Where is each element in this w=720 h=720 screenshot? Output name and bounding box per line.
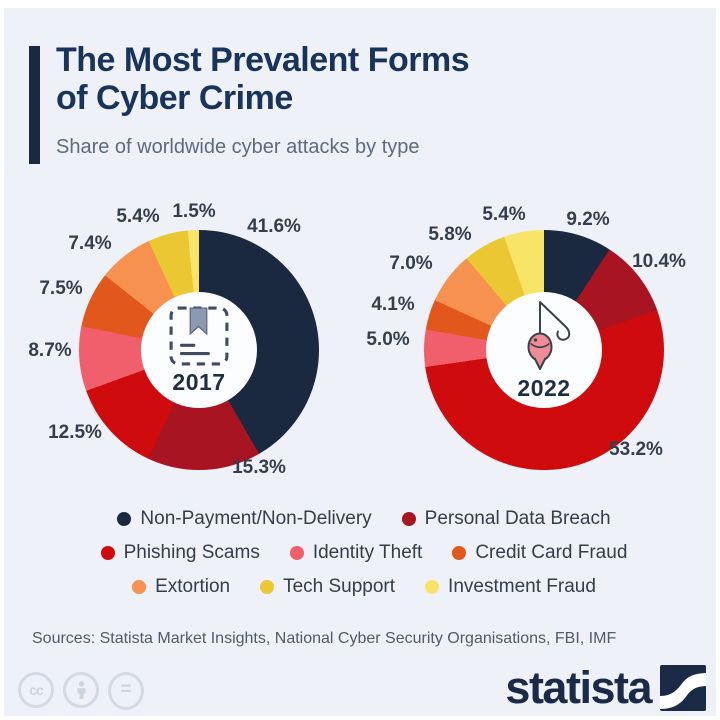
legend-item-label: Credit Card Fraud	[475, 542, 628, 563]
donut-segment-label: 41.6%	[247, 216, 301, 237]
legend-item-tech-support: Tech Support	[260, 576, 395, 598]
legend-item-credit-card-fraud: Credit Card Fraud	[452, 542, 627, 564]
legend-item-label: Personal Data Breach	[424, 508, 611, 529]
legend-color-dot	[401, 512, 416, 526]
donut-segment-label: 10.4%	[632, 251, 686, 272]
legend-item-identity-theft: Identity Theft	[289, 542, 423, 564]
chart-year-label: 2017	[172, 368, 226, 395]
charts-area: 2017 41.6% 15.3% 12.5% 8.7% 7.5% 7.4% 5.…	[4, 193, 716, 503]
statista-logo[interactable]: statista	[505, 665, 706, 711]
title-accent-bar	[29, 46, 40, 164]
legend-color-dot	[425, 580, 440, 594]
no-derivatives-icon[interactable]: =	[108, 672, 144, 710]
legend-item-label: Non-Payment/Non-Delivery	[140, 508, 372, 529]
legend-item-phishing-scams: Phishing Scams	[100, 542, 260, 564]
sources-line: Sources: Statista Market Insights, Natio…	[32, 630, 617, 647]
donut-segment-label: 4.1%	[371, 294, 415, 315]
legend-color-dot	[452, 546, 467, 560]
donut-segment-label: 1.5%	[172, 201, 216, 222]
legend-row-1: Non-Payment/Non-Delivery Personal Data B…	[4, 502, 716, 536]
legend-color-dot	[100, 546, 115, 560]
certificate-document-icon	[169, 306, 229, 365]
donut-segment-label: 5.0%	[366, 329, 410, 350]
legend-item-personal-data-breach: Personal Data Breach	[401, 508, 611, 530]
legend-item-label: Extortion	[155, 576, 231, 597]
attribution-person-icon[interactable]	[63, 672, 99, 708]
donut-segment-label: 5.4%	[116, 206, 160, 227]
phishing-fish-hook-icon	[527, 300, 571, 370]
donut-hole-2017: 2017	[141, 292, 257, 408]
legend-color-dot	[117, 512, 132, 526]
legend-color-dot	[289, 546, 304, 560]
donut-segment-label: 7.5%	[39, 278, 83, 299]
title-line-2: of Cyber Crime	[56, 79, 293, 117]
donut-segment-label: 5.8%	[428, 224, 472, 245]
page-title: The Most Prevalent Forms of Cyber Crime	[56, 41, 470, 117]
legend-item-non-payment: Non-Payment/Non-Delivery	[117, 508, 372, 530]
chart-year-label: 2022	[517, 374, 571, 401]
statista-swoosh-icon	[660, 665, 706, 711]
donut-hole-2022: 2022	[486, 292, 602, 408]
legend-item-investment-fraud: Investment Fraud	[425, 576, 596, 598]
cc-license-badges[interactable]: cc =	[18, 672, 144, 710]
legend-color-dot	[132, 580, 147, 594]
legend-row-3: Extortion Tech Support Investment Fraud	[4, 570, 716, 604]
legend-color-dot	[260, 580, 275, 594]
donut-chart-2022: 2022 9.2% 10.4% 53.2% 5.0% 4.1% 7.0% 5.8…	[364, 193, 716, 503]
legend-item-label: Phishing Scams	[123, 542, 260, 563]
donut-segment-label: 9.2%	[566, 209, 610, 230]
donut-segment-label: 12.5%	[48, 422, 102, 443]
legend-item-extortion: Extortion	[132, 576, 230, 598]
donut-segment-label: 53.2%	[609, 439, 663, 460]
donut-ring-2017: 2017	[79, 230, 319, 470]
donut-ring-2022: 2022	[424, 230, 664, 470]
legend-item-label: Investment Fraud	[448, 576, 596, 597]
cc-icon[interactable]: cc	[18, 672, 54, 708]
donut-segment-label: 7.0%	[389, 253, 433, 274]
legend-row-2: Phishing Scams Identity Theft Credit Car…	[4, 536, 716, 570]
donut-segment-label: 15.3%	[232, 457, 286, 478]
donut-segment-label: 5.4%	[482, 204, 526, 225]
page-subtitle: Share of worldwide cyber attacks by type	[56, 136, 420, 158]
donut-chart-2017: 2017 41.6% 15.3% 12.5% 8.7% 7.5% 7.4% 5.…	[4, 193, 364, 503]
statista-wordmark: statista	[505, 662, 652, 713]
title-line-1: The Most Prevalent Forms	[56, 41, 470, 79]
donut-segment-label: 8.7%	[28, 340, 72, 361]
donut-segment-label: 7.4%	[68, 233, 112, 254]
legend: Non-Payment/Non-Delivery Personal Data B…	[4, 502, 716, 604]
legend-item-label: Tech Support	[283, 576, 396, 597]
legend-item-label: Identity Theft	[312, 542, 423, 563]
